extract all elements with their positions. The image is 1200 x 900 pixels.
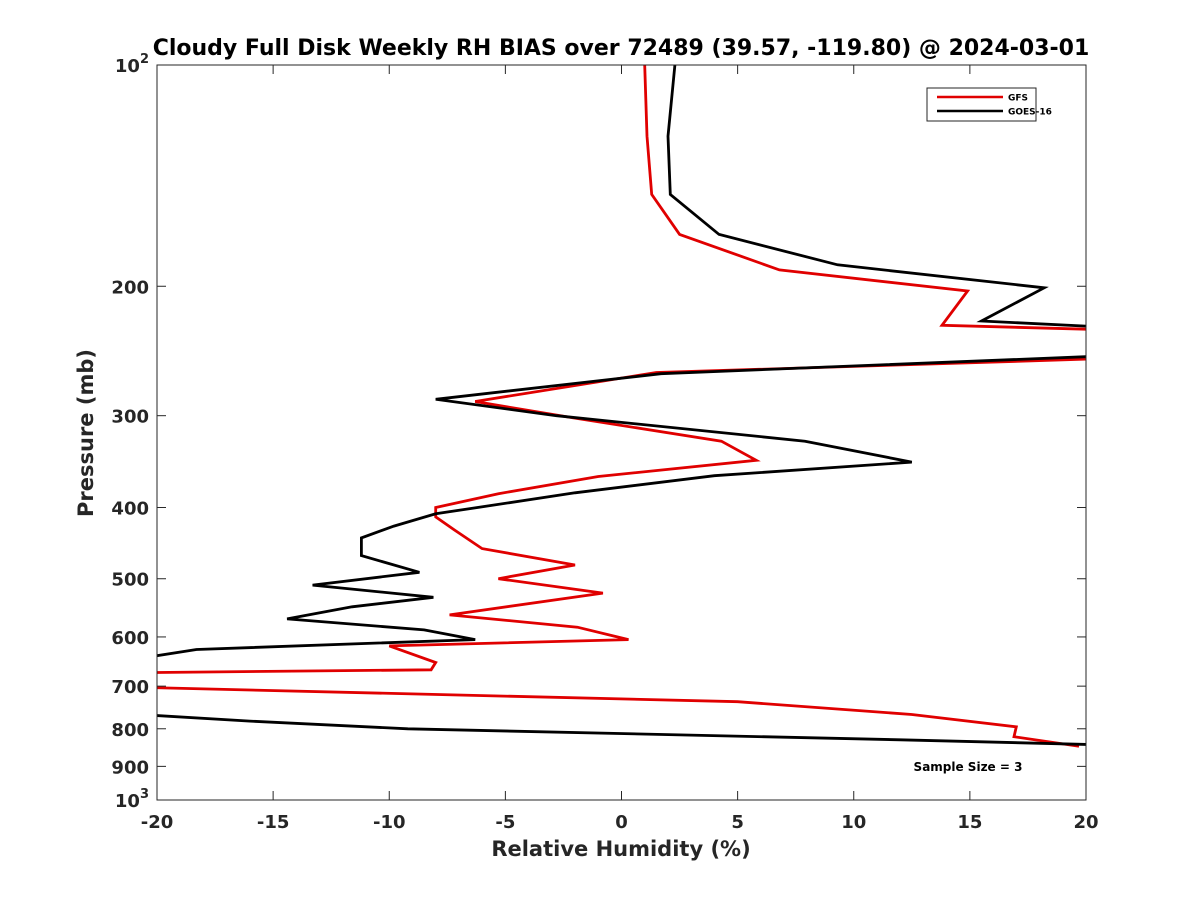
legend: GFS GOES-16 (926, 87, 1052, 122)
chart-title: Cloudy Full Disk Weekly RH BIAS over 724… (153, 36, 1090, 61)
x-tick-label: -20 (141, 812, 174, 833)
x-tick-label: -15 (257, 812, 290, 833)
x-tick-label: -5 (495, 812, 515, 833)
legend-label-gfs: GFS (1008, 94, 1028, 104)
y-tick-label: 900 (111, 757, 149, 778)
x-axis-label: Relative Humidity (%) (491, 837, 750, 861)
x-tick-label: -10 (373, 812, 406, 833)
y-axis: 102 200 300 400 500 600 700 800 900 103 (111, 52, 1086, 812)
y-tick-label: 300 (111, 407, 149, 428)
x-tick-label: 10 (841, 812, 866, 833)
y-tick-label: 103 (115, 787, 149, 812)
x-tick-label: 0 (615, 812, 628, 833)
y-tick-label: 500 (111, 570, 149, 591)
y-tick-label: 102 (115, 52, 149, 77)
series-line-goes16 (157, 65, 1086, 746)
series-layer (157, 65, 1086, 748)
x-tick-label: 5 (731, 812, 744, 833)
y-tick-label: 200 (111, 277, 149, 298)
x-tick-label: 15 (957, 812, 982, 833)
y-tick-label: 800 (111, 720, 149, 741)
y-axis-label: Pressure (mb) (74, 349, 98, 517)
x-tick-label: 20 (1073, 812, 1098, 833)
y-tick-label: 700 (111, 677, 149, 698)
y-tick-label: 600 (111, 628, 149, 649)
y-tick-label: 400 (111, 499, 149, 520)
series-line-gfs (157, 65, 1086, 748)
legend-label-goes16: GOES-16 (1008, 108, 1052, 118)
sample-size-annotation: Sample Size = 3 (914, 760, 1023, 774)
legend-box (926, 87, 1037, 122)
x-axis: -20 -15 -10 -5 0 5 10 15 20 (141, 65, 1099, 833)
